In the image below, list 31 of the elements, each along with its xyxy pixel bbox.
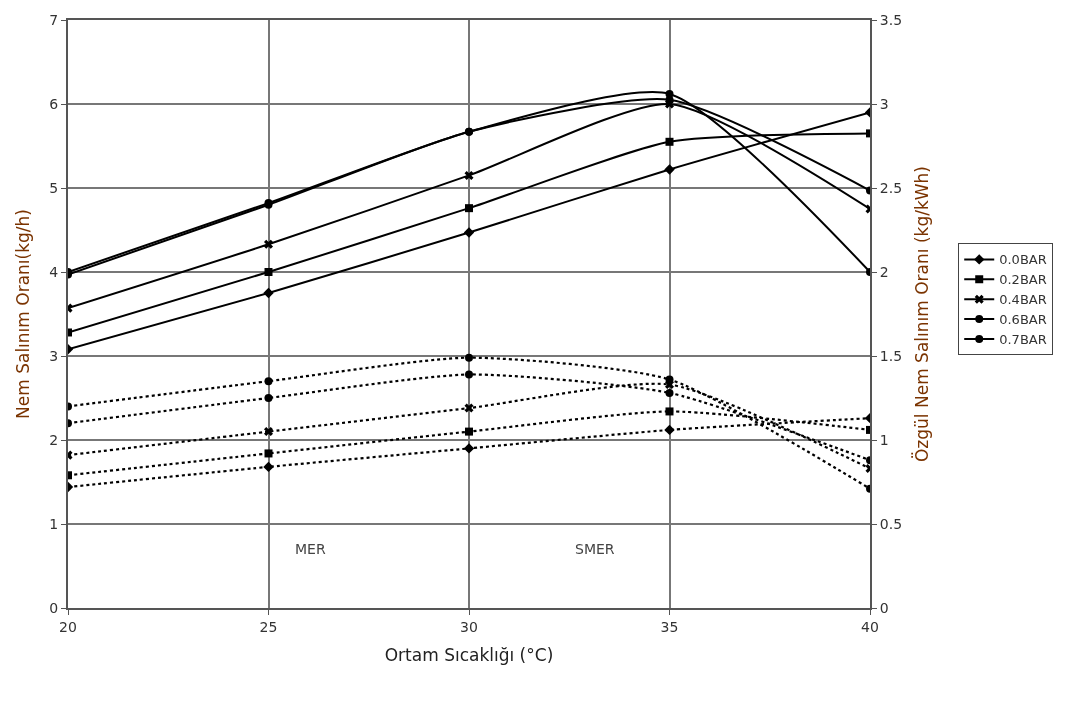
y-tick-label: 3 (49, 347, 59, 364)
legend-label: 0.0BAR (999, 252, 1047, 268)
legend-label: 0.4BAR (999, 292, 1047, 308)
x-tick-label: 20 (59, 618, 77, 635)
legend-label: 0.2BAR (999, 272, 1047, 288)
y-tick-label: 5 (49, 179, 59, 196)
y-tick-label: 7 (49, 11, 59, 28)
y2-tick-label: 2.5 (879, 179, 903, 196)
y2-tick-label: 1.5 (879, 347, 903, 364)
y2-tick-label: 3.5 (879, 11, 903, 28)
x-tick-label: 35 (660, 618, 679, 635)
x-tick-label: 25 (259, 618, 278, 635)
y-axis-title: Nem Salınım Oranı(kg/h) (13, 209, 34, 419)
x-axis-title: Ortam Sıcaklığı (°C) (384, 644, 554, 665)
y-tick-label: 0 (49, 599, 59, 616)
y-tick-label: 4 (49, 263, 59, 280)
y-tick-label: 2 (49, 431, 59, 448)
annotation: MER (295, 541, 326, 557)
x-tick-label: 30 (460, 618, 478, 635)
y2-tick-label: 2 (879, 263, 889, 280)
legend-label: 0.6BAR (999, 312, 1047, 328)
x-tick-label: 40 (861, 618, 879, 635)
y-tick-label: 1 (49, 515, 59, 532)
annotation: SMER (575, 541, 615, 557)
y2-axis-title: Özgül Nem Salınım Oranı (kg/kWh) (910, 166, 932, 462)
legend-label: 0.7BAR (999, 332, 1047, 348)
y2-tick-label: 1 (879, 431, 889, 448)
y2-tick-label: 0 (879, 599, 889, 616)
y-tick-label: 6 (49, 95, 59, 112)
y2-tick-label: 0.5 (879, 515, 903, 532)
y2-tick-label: 3 (879, 95, 889, 112)
